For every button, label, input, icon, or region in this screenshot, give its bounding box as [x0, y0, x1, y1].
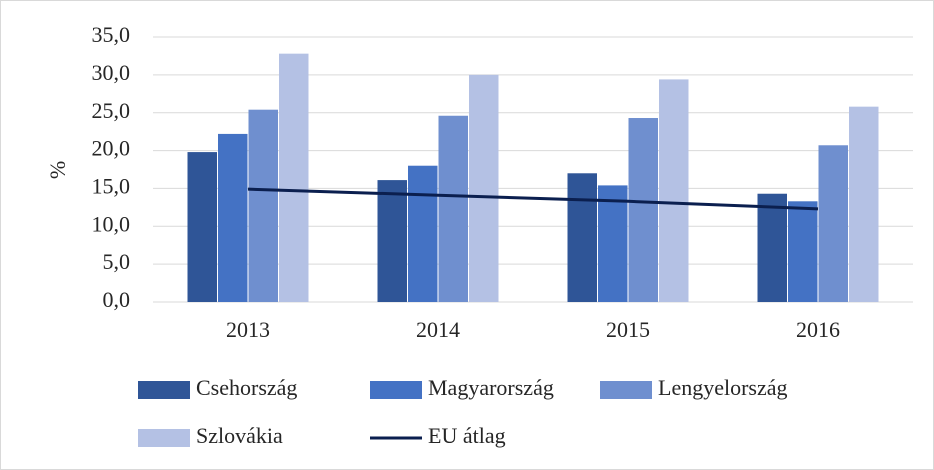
legend-label: Lengyelország: [658, 375, 788, 400]
x-tick-label: 2016: [796, 317, 840, 342]
legend-swatch: [138, 429, 190, 447]
bar: [818, 145, 848, 302]
y-tick-label: 0,0: [103, 287, 131, 312]
line-series: [247, 187, 819, 211]
legend-label: EU átlag: [428, 423, 506, 448]
bar: [469, 74, 499, 302]
bar: [377, 180, 407, 302]
legend-label: Szlovákia: [196, 423, 283, 448]
bar: [279, 53, 309, 303]
y-tick-label: 20,0: [92, 136, 131, 161]
bar: [659, 79, 689, 303]
bar: [248, 109, 278, 302]
bar: [408, 165, 438, 302]
bar: [187, 152, 217, 302]
bar: [788, 201, 818, 302]
legend-swatch: [370, 381, 422, 399]
x-tick-label: 2014: [416, 317, 460, 342]
y-tick-label: 5,0: [103, 249, 131, 274]
bar: [849, 106, 879, 303]
bar: [567, 173, 597, 302]
legend-swatch: [600, 381, 652, 399]
legend-label: Csehország: [196, 375, 297, 400]
bar: [628, 118, 658, 302]
bar: [757, 193, 787, 302]
bar: [218, 133, 248, 302]
y-tick-label: 30,0: [92, 60, 131, 85]
x-tick-label: 2015: [606, 317, 650, 342]
bar: [598, 185, 628, 302]
y-axis-label: %: [45, 161, 70, 179]
legend-swatch: [138, 381, 190, 399]
x-tick-label: 2013: [226, 317, 270, 342]
legend-label: Magyarország: [428, 375, 554, 400]
y-tick-label: 15,0: [92, 173, 131, 198]
y-tick-label: 25,0: [92, 98, 131, 123]
y-tick-label: 10,0: [92, 211, 131, 236]
y-tick-label: 35,0: [92, 22, 131, 47]
bar: [438, 115, 468, 302]
